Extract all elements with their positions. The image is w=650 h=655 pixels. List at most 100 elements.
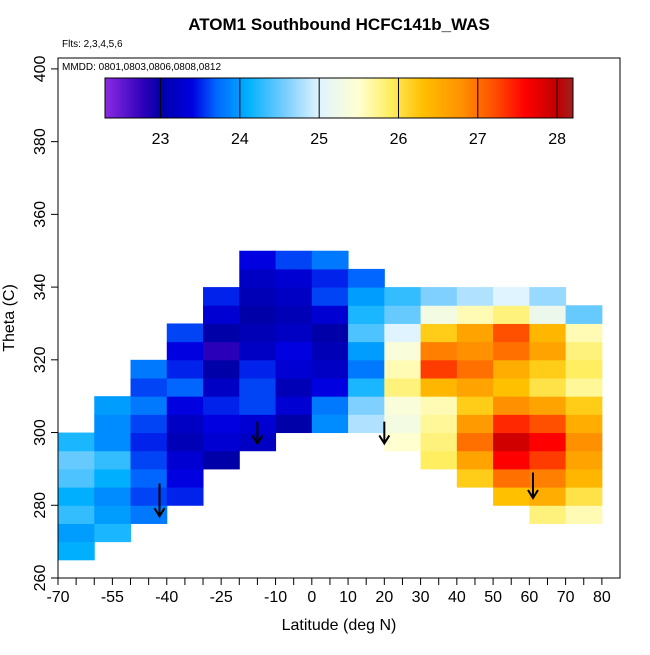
y-tick-label: 280 [32,492,49,519]
x-tick-label: -10 [264,589,287,606]
heat-cell [456,468,494,488]
heat-cell [348,287,385,306]
heat-cell [456,287,494,306]
heat-cell [420,287,458,306]
heat-cell [130,396,168,415]
heat-cell [493,378,530,397]
heat-cell [565,323,603,343]
dates-note: MMDD: 0801,0803,0806,0808,0812 [62,62,221,73]
heat-cell [311,287,349,306]
heat-cell [166,323,204,343]
y-tick-label: 380 [32,128,49,155]
x-tick-label: 80 [593,589,611,606]
heat-cell [420,414,458,434]
y-tick-label: 300 [32,419,49,446]
heat-cell [275,287,313,306]
colorbar-tick-label: 26 [390,131,408,148]
heat-cell [529,323,567,343]
heat-cell [565,341,603,361]
heat-cell [348,323,385,343]
heat-cell [348,268,385,288]
heat-cell [493,396,530,415]
heat-cell [529,487,567,506]
heat-cell [166,432,204,452]
heat-cell [420,378,458,397]
heat-cell [384,287,422,306]
heat-cell [275,396,313,415]
heat-cell [565,487,603,506]
heat-cell [311,250,349,270]
heat-cell [456,450,494,470]
x-tick-label: 40 [448,589,466,606]
heat-cell [94,487,132,506]
heat-cell [94,396,132,415]
heat-cell [130,414,168,434]
heat-cell [203,287,240,306]
colorbar-tick-label: 24 [231,131,249,148]
heat-cell [275,341,313,361]
x-tick-label: -70 [46,589,69,606]
arrow-head [527,489,539,500]
heat-cell [166,487,204,506]
heat-cell [275,378,313,397]
heat-cell [348,341,385,361]
heat-cell [166,450,204,470]
heat-cell [529,287,567,306]
heatmap [58,250,603,561]
heat-cell [456,323,494,343]
heat-cell [311,341,349,361]
heat-cell [239,268,277,288]
heat-cell [565,468,603,488]
heat-cell [275,250,313,270]
heat-cell [348,378,385,397]
heat-cell [239,287,277,306]
heat-cell [311,396,349,415]
heat-cell [58,450,95,470]
heat-cell [529,305,567,324]
heat-cell [420,341,458,361]
x-tick-label: -40 [155,589,178,606]
heat-cell [493,468,530,488]
heat-cell [529,450,567,470]
heat-cell [420,359,458,379]
heat-cell [348,414,385,434]
heat-cell [529,359,567,379]
heat-cell [130,432,168,452]
heat-cell [275,323,313,343]
heat-cell [420,323,458,343]
heat-cell [529,341,567,361]
heat-cell [493,450,530,470]
heat-cell [203,341,240,361]
heat-cell [166,414,204,434]
heat-cell [130,468,168,488]
heat-cell [311,378,349,397]
heat-cell [166,359,204,379]
colorbar: 23 24 25 26 27 28 [104,77,574,148]
colorbar-tick-label: 23 [152,131,170,148]
y-tick-label: 360 [32,201,49,228]
heat-cell [493,359,530,379]
heat-cell [58,523,95,543]
heat-cell [239,341,277,361]
y-tick-label: 320 [32,346,49,373]
heat-cell [58,541,95,561]
heat-cell [58,432,95,452]
arrow-head [251,434,264,446]
x-axis-title: Latitude (deg N) [282,617,397,634]
heat-cell [493,414,530,434]
heat-cell [565,414,603,434]
heat-cell [384,305,422,324]
colorbar-tick-label: 27 [469,131,487,148]
heat-cell [456,396,494,415]
heat-cell [565,305,603,324]
heat-cell [166,468,204,488]
heat-cell [348,396,385,415]
heat-cell [94,468,132,488]
colorbar-tick-label: 25 [310,131,328,148]
heat-cell [565,505,603,524]
heat-cell [130,487,168,506]
heat-cell [529,378,567,397]
heat-cell [203,450,240,470]
heat-cell [203,396,240,415]
heat-cell [384,432,422,452]
